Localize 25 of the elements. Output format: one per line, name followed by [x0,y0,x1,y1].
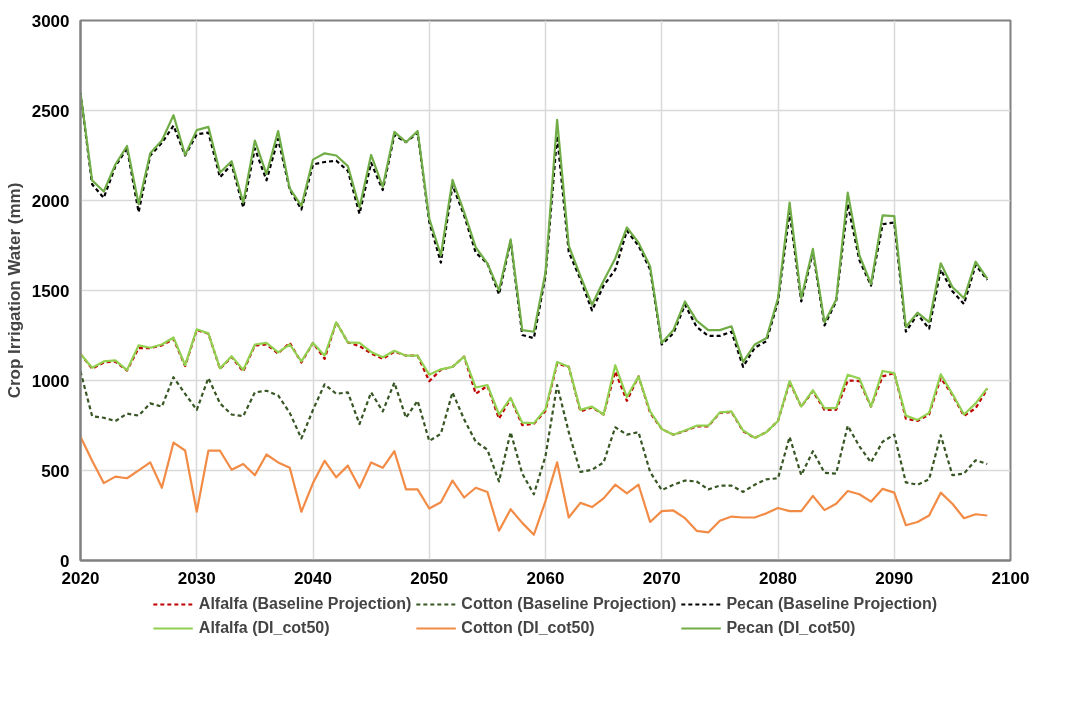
legend-label: Pecan (DI_cot50) [726,619,856,637]
line-series [80,435,989,536]
x-tick-label: 2070 [642,568,681,588]
legend-label: Pecan (Baseline Projection) [726,595,938,613]
x-tick-label: 2030 [177,568,216,588]
x-tick-label: 2090 [875,568,914,588]
x-tick-label: 2020 [61,568,100,588]
y-tick-label: 1500 [31,281,70,301]
x-tick-label: 2100 [991,568,1030,588]
x-tick-label: 2060 [526,568,565,588]
x-tick-label: 2050 [410,568,449,588]
line-series [80,321,989,440]
legend-label: Alfalfa (Baseline Projection) [198,595,412,613]
y-tick-label: 3000 [31,11,70,31]
y-tick-label: 0 [60,551,70,571]
y-axis-title: Crop Irrigation Water (mm) [4,182,24,399]
legend-label: Cotton (Baseline Projection) [461,595,677,613]
legend-label: Cotton (DI_cot50) [461,619,595,637]
y-tick-label: 500 [41,461,70,481]
x-tick-label: 2080 [759,568,797,588]
legend-label: Alfalfa (DI_cot50) [198,619,330,637]
y-tick-label: 1000 [31,371,70,391]
x-tick-label: 2040 [294,568,332,588]
y-tick-label: 2000 [31,191,70,211]
y-tick-label: 2500 [31,101,70,121]
